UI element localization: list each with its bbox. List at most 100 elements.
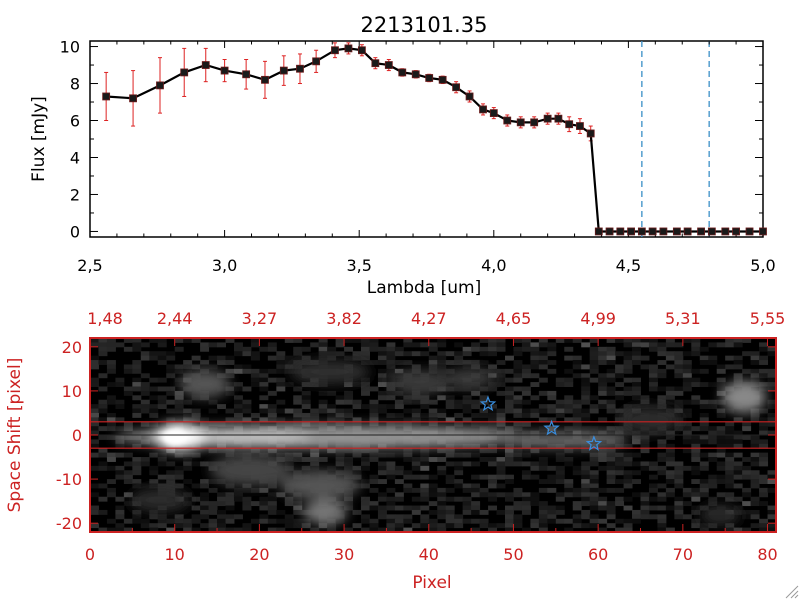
noise-cell — [657, 518, 667, 524]
noise-cell — [352, 417, 362, 423]
noise-cell — [411, 457, 421, 462]
noise-cell — [538, 461, 548, 467]
noise-cell — [504, 496, 514, 502]
noise-cell — [665, 435, 675, 440]
noise-cell — [623, 527, 633, 532]
noise-cell — [454, 421, 464, 427]
noise-cell — [623, 461, 633, 467]
noise-cell — [123, 368, 133, 374]
noise-cell — [750, 351, 760, 357]
noise-cell — [598, 457, 608, 462]
noise-cell — [98, 360, 108, 365]
noise-cell — [115, 509, 125, 515]
noise-cell — [403, 518, 413, 524]
noise-cell — [377, 461, 387, 467]
noise-cell — [581, 373, 591, 379]
noise-cell — [344, 408, 354, 414]
noise-cell — [479, 518, 489, 524]
noise-cell — [530, 518, 540, 524]
noise-cell — [632, 395, 641, 401]
noise-cell — [344, 338, 354, 343]
noise-cell — [250, 351, 260, 357]
noise-cell — [564, 461, 574, 467]
noise-cell — [166, 399, 176, 405]
noise-cell — [564, 457, 574, 462]
noise-cell — [479, 421, 489, 427]
noise-cell — [132, 408, 142, 414]
noise-cell — [276, 351, 286, 357]
noise-cell — [386, 346, 396, 352]
shift-tick-label: -10 — [56, 470, 82, 489]
noise-cell — [352, 404, 362, 410]
noise-cell — [767, 523, 776, 529]
noise-cell — [276, 457, 286, 462]
noise-cell — [428, 487, 438, 493]
noise-cell — [759, 492, 769, 498]
noise-cell — [420, 404, 430, 410]
noise-cell — [479, 474, 489, 480]
noise-cell — [708, 439, 718, 445]
noise-cell — [725, 523, 735, 529]
noise-cell — [377, 465, 387, 471]
noise-cell — [632, 404, 641, 410]
noise-cell — [98, 404, 108, 410]
noise-cell — [708, 457, 718, 462]
noise-cell — [471, 505, 481, 511]
noise-cell — [106, 395, 116, 401]
noise-cell — [691, 443, 701, 449]
noise-cell — [691, 452, 701, 458]
noise-cell — [377, 346, 387, 352]
noise-cell — [530, 465, 540, 471]
noise-cell — [665, 395, 675, 401]
noise-cell — [699, 360, 709, 365]
noise-cell — [217, 355, 227, 361]
noise-cell — [708, 382, 718, 387]
noise-cell — [530, 355, 540, 361]
noise-cell — [208, 479, 218, 484]
noise-cell — [411, 474, 421, 480]
noise-cell — [759, 360, 769, 365]
noise-cell — [149, 351, 159, 357]
noise-cell — [767, 382, 776, 387]
noise-cell — [699, 346, 709, 352]
noise-cell — [132, 518, 142, 524]
noise-cell — [267, 509, 277, 515]
noise-cell — [191, 408, 201, 414]
noise-cell — [488, 496, 498, 502]
noise-cell — [496, 346, 506, 352]
noise-cell — [98, 351, 108, 357]
noise-cell — [759, 439, 769, 445]
noise-cell — [657, 470, 667, 476]
flux-point — [452, 83, 461, 92]
noise-cell — [632, 470, 641, 476]
noise-cell — [369, 399, 379, 405]
noise-cell — [361, 351, 370, 357]
noise-cell — [674, 470, 684, 476]
flux-point — [721, 227, 730, 236]
noise-cell — [166, 518, 176, 524]
noise-cell — [530, 408, 540, 414]
noise-cell — [123, 364, 133, 370]
flux-point — [344, 44, 353, 53]
noise-cell — [394, 505, 404, 511]
noise-cell — [598, 430, 608, 436]
noise-cell — [123, 461, 133, 467]
noise-cell — [699, 505, 709, 511]
noise-cell — [284, 382, 294, 387]
noise-cell — [267, 448, 277, 454]
pixel-tick-label: 80 — [757, 545, 777, 564]
noise-cell — [403, 417, 413, 423]
resize-grip-icon[interactable] — [785, 585, 799, 599]
flux-point — [530, 118, 539, 127]
noise-cell — [149, 386, 159, 392]
noise-cell — [242, 487, 252, 493]
noise-cell — [411, 364, 421, 370]
noise-cell — [716, 408, 726, 414]
noise-cell — [310, 417, 320, 423]
noise-cell — [623, 470, 633, 476]
noise-cell — [572, 465, 582, 471]
noise-cell — [259, 382, 269, 387]
noise-cell — [564, 417, 574, 423]
noise-cell — [217, 479, 227, 484]
